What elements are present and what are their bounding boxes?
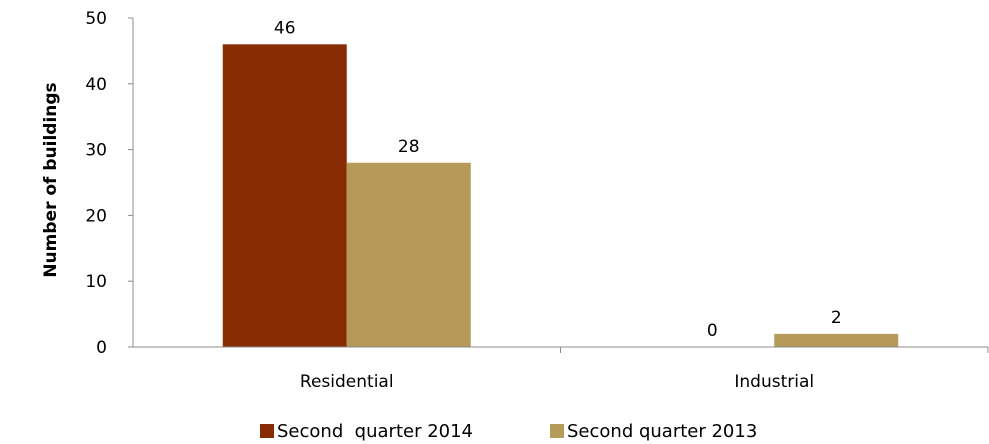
bars-layer: 46 28 0 2 [222,18,899,347]
y-tick-label: 50 [85,9,107,29]
x-category-label: Residential [300,372,394,392]
y-tick-label: 40 [85,75,107,95]
x-category-label: Industrial [734,372,814,392]
bar [346,162,471,347]
y-tick-label: 20 [85,206,107,226]
legend-swatch [550,424,564,438]
legend-label: Second quarter 2014 [277,421,473,442]
data-label: 46 [274,18,296,38]
data-label: 2 [831,308,842,328]
bar [774,333,899,347]
legend-label: Second quarter 2013 [567,421,757,442]
y-tick-label: 0 [96,338,107,358]
y-tick-label: 10 [85,272,107,292]
legend-swatch [260,424,274,438]
y-tick-label: 30 [85,141,107,161]
bar [222,44,347,347]
data-label: 28 [398,137,420,157]
data-label: 0 [707,321,718,341]
legend: Second quarter 2014 Second quarter 2013 [260,421,757,442]
y-axis-label: Number of buildings [41,82,61,277]
